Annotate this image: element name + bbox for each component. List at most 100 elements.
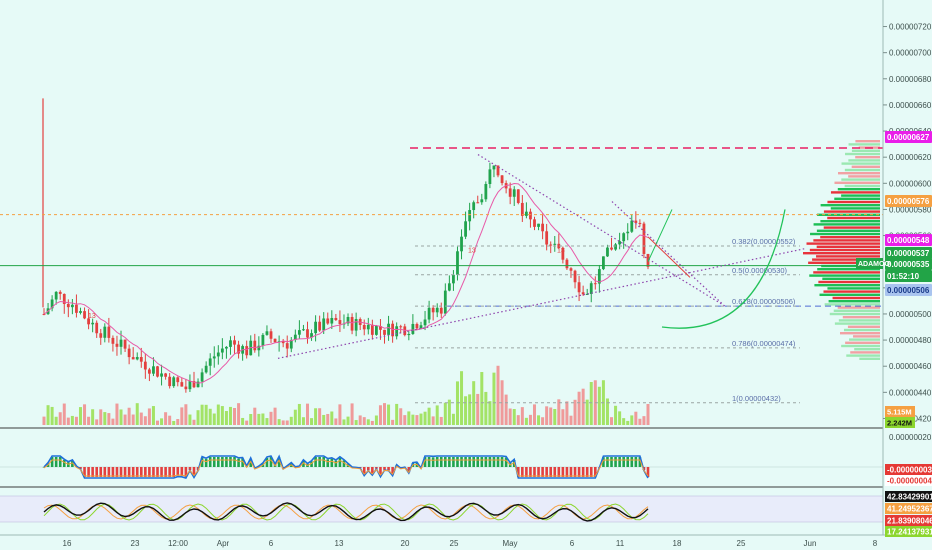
badge-label: 0.00000535 [887,260,930,269]
candle-body [273,338,277,343]
volume-profile-bar [809,248,880,252]
volume-bar [164,412,168,425]
candle-body [257,345,261,351]
candle-body [196,381,200,388]
candle-body [557,243,561,249]
macd-histogram-bar [265,457,269,467]
volume-bar [577,391,581,425]
volume-bar [54,416,58,425]
volume-bar [346,416,350,425]
volume-profile-bar [834,181,880,184]
macd-histogram-bar [42,467,46,468]
price-tick-label: 0.00000440 [889,388,932,397]
volume-bar [115,403,119,425]
volume-profile-bar [808,261,880,264]
volume-bar [374,415,378,425]
volume-bar [419,413,423,425]
macd-histogram-bar [237,458,240,467]
candle-body [638,222,642,224]
candle-body [103,326,107,338]
volume-bar [265,418,269,425]
time-axis[interactable]: 16 23 12:00 Apr 6 13 20 25 May 6 11 18 25 Jun 8 [0,534,932,548]
candle-body [610,247,613,250]
price-tick-label: 0.00000500 [889,310,932,319]
volume-profile-bar [832,296,880,300]
badge-background [885,270,932,282]
price-badges: 0.00000627 0.00000576 0.00000548 0.00000537… [856,131,932,537]
oscillator-pane[interactable] [0,495,883,523]
candle-body [293,334,297,340]
time-tick-label: 23 [131,539,140,548]
volume-bar [391,419,395,425]
volume-bar [74,416,78,425]
volume-bar [524,417,528,425]
price-pane[interactable]: 0.382(0.00000552) 0.5(0.00000530) 0.618(0.… [0,98,883,488]
volume-bar [62,403,66,425]
candle-body [66,304,70,308]
volume-profile-bar [833,309,880,312]
macd-histogram-bar [184,467,188,477]
candle-body [139,357,143,362]
volume-bar [253,407,257,425]
candle-body [334,317,338,321]
candle-body [529,211,532,220]
price-tick-label: 0.00000460 [889,362,932,371]
macd-histogram-bar [318,457,321,467]
badge-label: 0.00000506 [887,286,930,295]
volume-bar [476,393,480,425]
candle-body [553,243,557,245]
candle-body [143,361,147,370]
time-tick-label: 25 [450,539,459,548]
volume-profile-bar [848,175,880,178]
macd-histogram-bar [585,467,589,477]
candle-body [626,231,630,234]
candle-body [399,326,403,328]
volume-bar [305,403,309,425]
time-tick-label: Jun [804,539,817,548]
candle-body [375,326,378,335]
volume-bar [78,407,82,425]
time-tick-label: Apr [217,539,230,548]
macd-histogram-bar [115,467,119,477]
candle-body [439,307,443,314]
macd-histogram-bar [302,460,305,467]
volume-bar [565,401,569,425]
macd-badge: -0.00000004 [885,475,932,486]
macd-histogram-bar [54,457,58,467]
macd-histogram-bar [521,467,524,477]
candle-body [452,274,455,284]
volume-bar [228,406,232,425]
macd-histogram-bar [468,457,471,467]
oscillator-badge: 17.24137931 [885,526,932,537]
volume-bar [549,407,553,425]
symbol-tag-label: ADAMOO [858,261,890,268]
volume-bar [460,371,464,425]
candle-body [269,331,273,339]
price-badge: 0.00000506 [885,284,932,296]
candle-body [330,317,334,324]
volume-bar [297,403,301,425]
volume-bar [172,420,176,425]
volume-bar [192,419,196,425]
macd-histogram-bar [500,457,504,467]
oscillator-band [0,496,883,522]
volume-bar [318,408,322,425]
candle-body [431,307,435,313]
candle-count-label: 13 [88,313,96,320]
candle-body [520,202,524,216]
volume-bar [605,398,609,425]
badge-label: 21.83908046 [887,517,932,526]
candle-body [176,377,180,383]
candle-body [119,339,123,347]
macd-pane[interactable]: 0.00000020 [0,433,932,479]
macd-histogram-bar [172,467,176,477]
candle-body [602,256,605,270]
volume-profile-bar [827,216,880,220]
volume-bar [597,386,601,425]
macd-histogram-bar [99,467,103,477]
candle-body [99,333,103,338]
candle-body [427,307,431,320]
price-badge: 01:52:10 [885,270,932,282]
candle-body [164,373,168,377]
macd-histogram-bar [160,467,163,477]
